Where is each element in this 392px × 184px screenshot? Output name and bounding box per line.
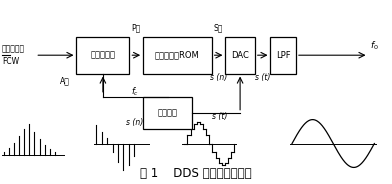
Text: s (n): s (n) (210, 73, 227, 82)
Bar (143, 37, 212, 74)
Text: 参考时钟: 参考时钟 (158, 108, 178, 117)
Text: 正弦查询表ROM: 正弦查询表ROM (155, 51, 200, 60)
Bar (270, 37, 296, 74)
Text: s (t): s (t) (212, 112, 227, 121)
Text: 频率控制字: 频率控制字 (2, 44, 25, 53)
Text: $f_0$: $f_0$ (370, 40, 379, 52)
Text: $f_c$: $f_c$ (131, 86, 139, 98)
Text: s (n): s (n) (126, 118, 143, 127)
Bar (76, 37, 129, 74)
Text: DAC: DAC (231, 51, 249, 60)
Text: P位: P位 (132, 23, 141, 32)
Text: 相位累加器: 相位累加器 (91, 51, 115, 60)
Text: LPF: LPF (276, 51, 290, 60)
Bar (143, 97, 192, 129)
Text: 图 1    DDS 输出的原理框图: 图 1 DDS 输出的原理框图 (140, 167, 252, 180)
Text: A位: A位 (60, 77, 70, 85)
Text: s (t): s (t) (255, 73, 270, 82)
Text: S位: S位 (214, 23, 223, 32)
Bar (225, 37, 255, 74)
Text: FCW: FCW (2, 57, 19, 66)
